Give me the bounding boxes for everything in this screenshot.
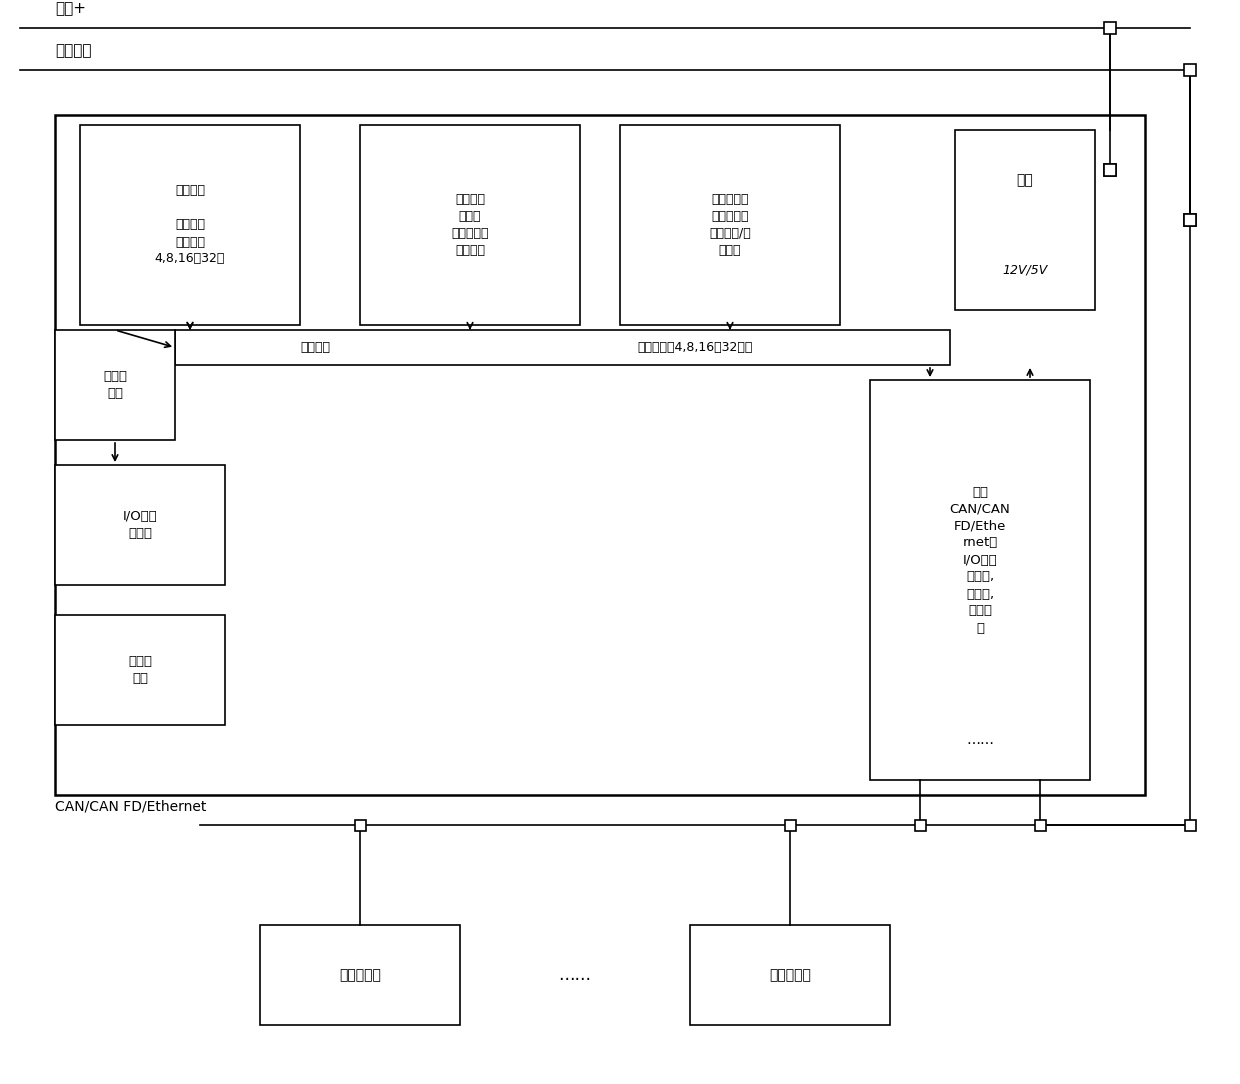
Text: 时钟发
生器: 时钟发 生器	[103, 370, 126, 400]
Text: 电源+: 电源+	[55, 1, 86, 16]
Bar	[81, 125, 300, 325]
Bar	[1184, 214, 1197, 225]
Text: 数据连接，4,8,16或32位宽: 数据连接，4,8,16或32位宽	[637, 341, 753, 354]
Bar	[175, 330, 950, 365]
Text: 数据存储器
非易失性或
易失性读/写
存储器: 数据存储器 非易失性或 易失性读/写 存储器	[709, 193, 751, 257]
Text: 程序数据
存储器
非易失性只
读存储器: 程序数据 存储器 非易失性只 读存储器	[451, 193, 489, 257]
Bar	[1184, 820, 1195, 830]
Bar	[620, 125, 839, 325]
Bar	[360, 125, 580, 325]
Bar	[260, 925, 460, 1025]
Bar	[1184, 64, 1197, 76]
Bar	[55, 115, 1145, 795]
Bar	[915, 820, 925, 830]
Bar	[689, 925, 890, 1025]
Bar	[55, 330, 175, 440]
Text: 总线系统: 总线系统	[300, 341, 330, 354]
Text: 智能传感器: 智能传感器	[339, 968, 381, 982]
Bar	[355, 820, 366, 830]
Text: 电源: 电源	[1017, 173, 1033, 188]
Bar	[1104, 22, 1116, 34]
Text: I/O中断
控制器: I/O中断 控制器	[123, 509, 157, 540]
Bar	[55, 615, 224, 725]
Bar	[1104, 164, 1116, 176]
Bar	[1034, 820, 1045, 830]
Text: 智能执行器: 智能执行器	[769, 968, 811, 982]
Text: 微处理器

控制单元
算术单元
4,8,16或32位: 微处理器 控制单元 算术单元 4,8,16或32位	[155, 184, 226, 266]
Text: ……: ……	[558, 966, 591, 984]
Text: CAN/CAN FD/Ethernet: CAN/CAN FD/Ethernet	[55, 799, 206, 813]
Bar	[1184, 214, 1197, 225]
Bar	[870, 380, 1090, 780]
Bar	[955, 130, 1095, 310]
Text: 12V/5V: 12V/5V	[1002, 263, 1048, 276]
Text: 看门狗
模块: 看门狗 模块	[128, 655, 153, 685]
Text: 电源接地: 电源接地	[55, 43, 92, 59]
Text: 用于
CAN/CAN
FD/Ethe
rnet的
I/O总线
控制器,
收发器,
接口电
路: 用于 CAN/CAN FD/Ethe rnet的 I/O总线 控制器, 收发器,…	[950, 486, 1011, 634]
Bar	[1104, 164, 1116, 176]
Bar	[55, 465, 224, 585]
Text: ……: ……	[966, 733, 994, 747]
Bar	[785, 820, 796, 830]
